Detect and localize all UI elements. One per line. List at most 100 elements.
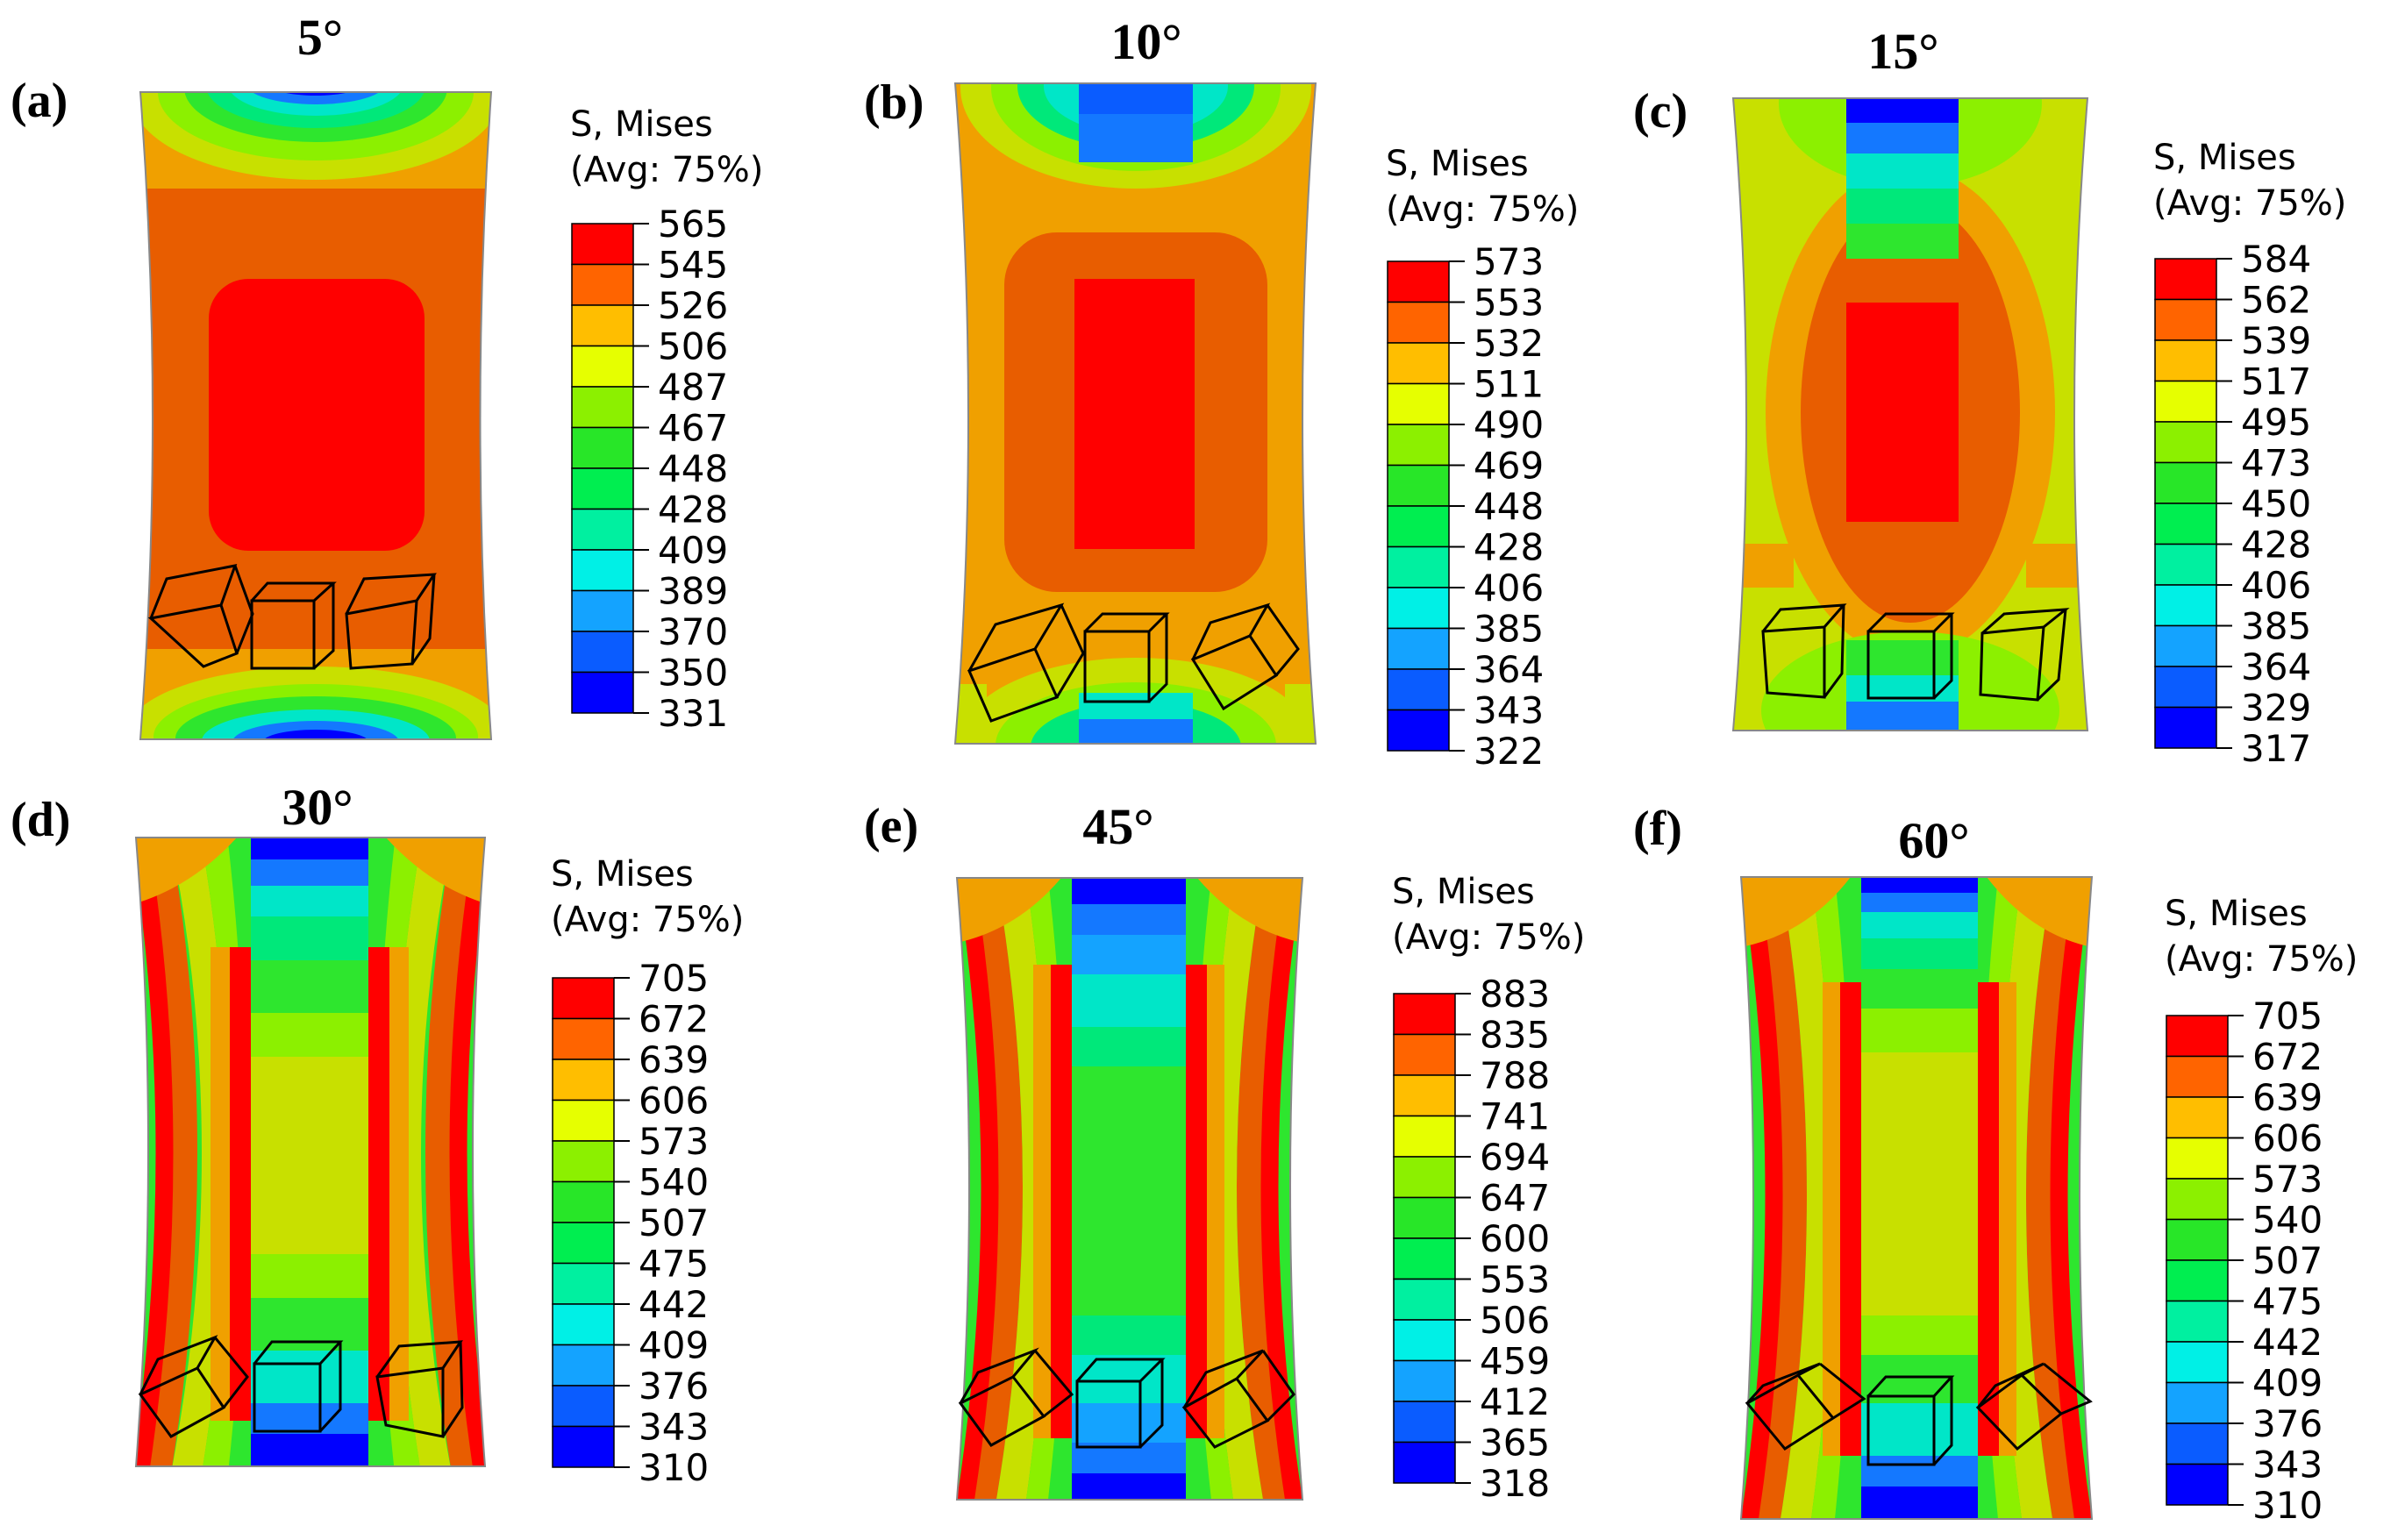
panel-b: (b) 10° xyxy=(864,13,1317,745)
legend-tick-label: 376 xyxy=(2252,1402,2323,1445)
legend-tick-label: 540 xyxy=(2252,1199,2323,1242)
legend-color-band xyxy=(552,1017,615,1060)
legend-tick-label: 565 xyxy=(658,203,728,246)
legend-color-band xyxy=(2154,503,2217,545)
legend-color-band xyxy=(1393,1401,1456,1444)
legend-color-band xyxy=(1393,1033,1456,1076)
legend-tick-label: 511 xyxy=(1474,363,1544,406)
legend-title: S, Mises xyxy=(2153,138,2296,178)
legend-tick-label: 507 xyxy=(2252,1239,2323,1282)
angle-title: 60° xyxy=(1898,812,1969,869)
legend-tick-label: 442 xyxy=(2252,1321,2323,1364)
legend-color-band xyxy=(1393,993,1456,1036)
legend-tick-label: 506 xyxy=(658,325,728,368)
legend-tick-label: 573 xyxy=(2252,1158,2323,1201)
legend-subtitle: (Avg: 75%) xyxy=(1386,189,1579,230)
legend-tick-label: 694 xyxy=(1480,1136,1550,1179)
legend-tick-label: 331 xyxy=(658,692,728,735)
legend-subtitle: (Avg: 75%) xyxy=(551,900,744,940)
legend-tick-label: 562 xyxy=(2241,279,2311,322)
legend-subtitle: (Avg: 75%) xyxy=(2153,183,2346,224)
legend-tick-label: 672 xyxy=(2252,1036,2323,1079)
legend-color-band xyxy=(571,467,634,510)
legend-tick-label: 506 xyxy=(1480,1299,1550,1342)
unit-cell-cubes xyxy=(967,602,1300,723)
legend-tick-label: 428 xyxy=(2241,524,2311,567)
legends: S, Mises(Avg: 75%)5655455265064874674484… xyxy=(551,104,2358,1527)
legend-color-band xyxy=(571,304,634,347)
legend-color-band xyxy=(571,426,634,469)
legend-tick-label: 705 xyxy=(2252,995,2323,1037)
legend-tick-label: 448 xyxy=(1474,485,1544,528)
angle-title: 10° xyxy=(1110,13,1181,70)
legend-tick-label: 448 xyxy=(658,447,728,490)
legend-color-band xyxy=(552,1344,615,1387)
legend-color-band xyxy=(2154,380,2217,423)
legend-tick-label: 469 xyxy=(1474,445,1544,488)
legend-color-band xyxy=(1393,1196,1456,1239)
legend-color-band xyxy=(1387,627,1450,670)
legend-tick-label: 428 xyxy=(1474,526,1544,569)
legend-tick-label: 343 xyxy=(1474,689,1544,732)
legend-color-band xyxy=(1393,1074,1456,1117)
unit-cell-cubes xyxy=(147,564,437,670)
legend-tick-label: 343 xyxy=(639,1406,709,1449)
legend-tick-label: 409 xyxy=(2252,1362,2323,1405)
legend-tick-label: 317 xyxy=(2241,727,2311,770)
legend-tick-label: 409 xyxy=(639,1324,709,1367)
legend-tick-label: 573 xyxy=(639,1120,709,1163)
legend-color-band xyxy=(1387,587,1450,630)
specimen-contour xyxy=(957,878,1302,1500)
legend-tick-label: 584 xyxy=(2241,238,2311,281)
specimen-contour xyxy=(1741,877,2092,1519)
contour-legend: S, Mises(Avg: 75%)5845625395174954734504… xyxy=(2153,138,2346,770)
legend-color-band xyxy=(2166,1422,2229,1465)
legend-tick-label: 370 xyxy=(658,610,728,653)
legend-tick-label: 490 xyxy=(1474,403,1544,446)
specimen-contour xyxy=(140,92,491,739)
panel-label: (c) xyxy=(1633,84,1688,139)
legend-tick-label: 606 xyxy=(2252,1117,2323,1160)
legend-color-band xyxy=(1387,260,1450,303)
legend-tick-label: 310 xyxy=(2252,1484,2323,1527)
legend-tick-label: 376 xyxy=(639,1365,709,1408)
panel-label: (b) xyxy=(864,75,924,130)
legend-tick-label: 539 xyxy=(2241,319,2311,362)
unit-cell-cubes xyxy=(1745,1362,2093,1466)
legend-tick-label: 467 xyxy=(658,407,728,450)
legend-color-band xyxy=(2166,1015,2229,1058)
legend-tick-label: 507 xyxy=(639,1201,709,1244)
specimen-contour xyxy=(1733,98,2087,731)
legend-color-band xyxy=(552,1140,615,1183)
legend-tick-label: 409 xyxy=(658,529,728,572)
legend-color-band xyxy=(2154,624,2217,667)
legend-tick-label: 364 xyxy=(2241,645,2311,688)
legend-color-band xyxy=(552,1385,615,1428)
legend-color-band xyxy=(571,589,634,632)
legend-color-band xyxy=(571,386,634,429)
unit-cell-cubes xyxy=(958,1347,1295,1449)
legend-tick-label: 473 xyxy=(2241,442,2311,485)
legend-title: S, Mises xyxy=(1386,144,1529,184)
legend-color-band xyxy=(571,631,634,674)
legend-tick-label: 639 xyxy=(639,1038,709,1081)
legend-color-band xyxy=(1393,1278,1456,1321)
legend-color-band xyxy=(552,1303,615,1346)
legend-color-band xyxy=(1393,1441,1456,1484)
legend-title: S, Mises xyxy=(2165,894,2308,934)
legend-tick-label: 385 xyxy=(2241,605,2311,648)
legend-color-band xyxy=(2154,258,2217,301)
legend-tick-label: 545 xyxy=(658,244,728,287)
legend-tick-label: 318 xyxy=(1480,1462,1550,1505)
legend-subtitle: (Avg: 75%) xyxy=(2165,939,2358,980)
legend-subtitle: (Avg: 75%) xyxy=(570,150,763,190)
legend-tick-label: 647 xyxy=(1480,1177,1550,1220)
legend-color-band xyxy=(552,1059,615,1102)
legend-color-band xyxy=(1387,709,1450,752)
panel-d: (d) 30° xyxy=(11,779,487,1467)
panel-e: (e) 45° xyxy=(864,798,1304,1501)
legend-tick-label: 322 xyxy=(1474,730,1544,773)
contour-legend: S, Mises(Avg: 75%)5655455265064874674484… xyxy=(570,104,763,735)
legend-tick-label: 532 xyxy=(1474,322,1544,365)
legend-tick-label: 475 xyxy=(639,1243,709,1286)
